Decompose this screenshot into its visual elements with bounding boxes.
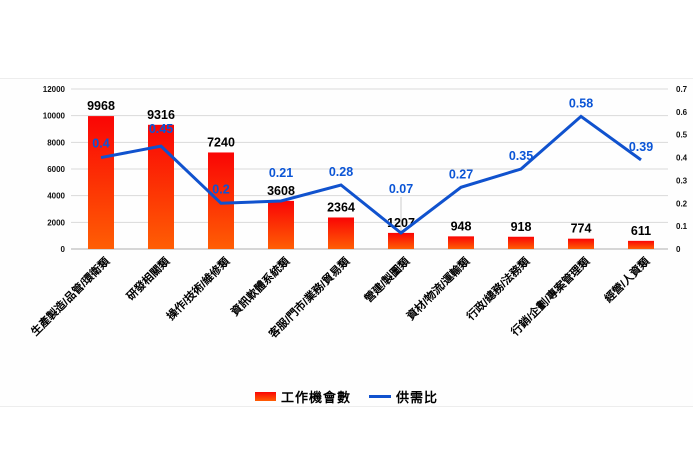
ratio-value-label: 0.45 — [149, 122, 173, 136]
category-label: 經營/人資類 — [601, 254, 653, 306]
category-label: 操作/技術/維修類 — [163, 254, 232, 323]
bar-value-label: 774 — [571, 222, 592, 236]
left-axis-tick-label: 8000 — [47, 138, 65, 147]
left-axis-tick-label: 10000 — [43, 112, 66, 121]
right-axis-tick-label: 0.1 — [676, 222, 688, 231]
bar-series-label: 工作機會數 — [280, 390, 351, 405]
bar — [448, 236, 474, 249]
category-label: 研發相關類 — [123, 254, 172, 303]
right-axis-tick-label: 0.3 — [676, 176, 688, 185]
ratio-value-label: 0.2 — [212, 182, 229, 196]
category-label: 營建/製圖類 — [361, 254, 413, 306]
bar-value-label: 918 — [511, 220, 532, 234]
bar — [628, 240, 654, 249]
right-axis-tick-label: 0.2 — [676, 199, 688, 208]
ratio-value-label: 0.58 — [569, 96, 593, 110]
bar — [508, 236, 534, 249]
left-axis-tick-label: 12000 — [43, 85, 66, 94]
legend-item-jobs: 工作機會數 — [254, 387, 351, 406]
category-label: 生產製造/品管/環衛類 — [28, 254, 113, 339]
bar-value-label: 7240 — [207, 135, 235, 149]
category-label: 資訊軟體系統類 — [228, 254, 293, 319]
bar-value-label: 9316 — [147, 108, 175, 122]
right-axis-tick-label: 0.5 — [676, 131, 688, 140]
bar — [568, 238, 594, 249]
right-axis-tick-label: 0.7 — [676, 85, 688, 94]
ratio-line — [100, 114, 642, 235]
legend-item-ratio: 供需比 — [369, 387, 438, 406]
bar — [328, 217, 354, 249]
category-label: 行政/總務/法務類 — [463, 254, 533, 324]
ratio-value-label: 0.07 — [389, 182, 413, 196]
ratio-value-label: 0.4 — [92, 137, 109, 151]
line-series-swatch — [369, 395, 391, 398]
right-axis-tick-label: 0.4 — [676, 154, 688, 163]
left-axis-tick-label: 2000 — [47, 218, 65, 227]
ratio-value-label: 0.27 — [449, 167, 473, 181]
left-axis-tick-label: 6000 — [47, 165, 65, 174]
bar-series-swatch — [254, 392, 276, 401]
left-axis-tick-label: 0 — [61, 245, 66, 254]
bar — [88, 116, 114, 250]
left-axis-tick-label: 4000 — [47, 192, 65, 201]
right-axis-tick-label: 0 — [676, 245, 681, 254]
bar — [388, 232, 414, 249]
category-label: 資材/物流/運輸類 — [403, 254, 472, 323]
bar-value-label: 2364 — [327, 200, 355, 214]
chart-legend: 工作機會數 供需比 — [0, 387, 693, 406]
ratio-value-label: 0.21 — [269, 166, 293, 180]
line-series-label: 供需比 — [396, 390, 439, 405]
bar — [208, 152, 234, 249]
ratio-value-label: 0.35 — [509, 149, 533, 163]
ratio-value-label: 0.28 — [329, 165, 353, 179]
bar-value-label: 3608 — [267, 184, 295, 198]
bar-value-label: 948 — [451, 219, 472, 233]
bar-value-label: 611 — [631, 224, 651, 238]
bar — [148, 124, 174, 249]
bar-value-label: 9968 — [87, 99, 115, 113]
bar — [268, 200, 294, 249]
ratio-value-label: 0.39 — [629, 140, 653, 154]
right-axis-tick-label: 0.6 — [676, 108, 688, 117]
